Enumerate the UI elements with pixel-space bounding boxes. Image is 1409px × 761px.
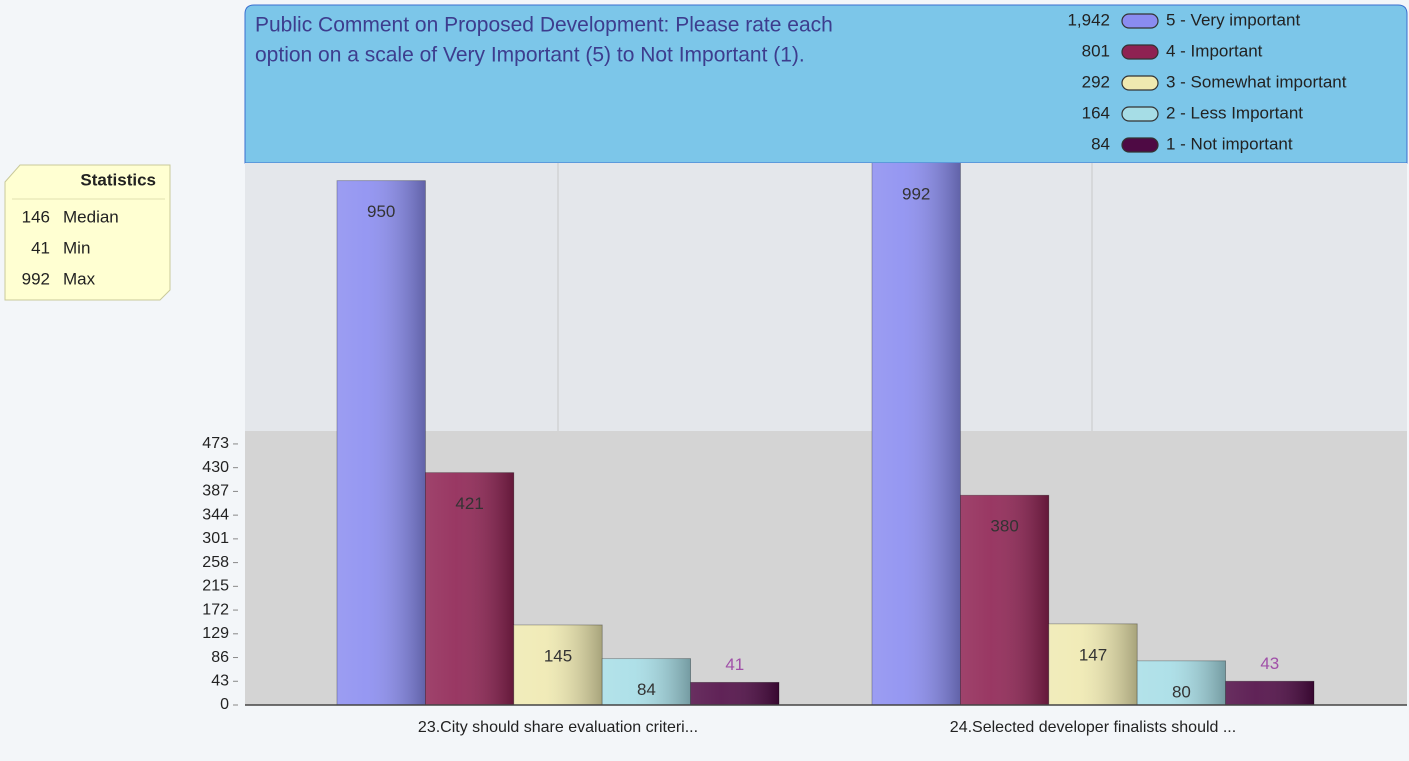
legend-label: 4 - Important: [1166, 41, 1263, 60]
bar-shade: [513, 624, 603, 705]
legend-label: 2 - Less Important: [1166, 103, 1303, 122]
data-label: 84: [637, 680, 656, 699]
data-label: 950: [367, 202, 395, 221]
legend-total: 164: [1082, 103, 1110, 122]
data-label: 43: [1260, 654, 1279, 673]
legend-total: 1,942: [1067, 10, 1110, 29]
header-panel: [244, 4, 1408, 164]
data-label: 145: [544, 646, 572, 665]
data-label: 80: [1172, 682, 1191, 701]
y-tick-label: 172: [202, 601, 229, 618]
legend-swatch: [1121, 44, 1159, 60]
chart-title: Public Comment on Proposed Development: …: [255, 14, 833, 37]
y-tick-label: 301: [202, 530, 229, 547]
y-tick-label: 43: [211, 672, 229, 689]
y-tick-label: 258: [202, 554, 229, 571]
data-label: 421: [455, 494, 483, 513]
bar-shade: [1137, 660, 1226, 705]
statistic-value: 41: [31, 238, 50, 257]
y-tick-label: 387: [202, 483, 229, 500]
statistic-label: Median: [63, 207, 119, 226]
bar-shade: [1225, 681, 1314, 705]
bar-shade: [425, 472, 514, 705]
legend-swatch: [1121, 75, 1159, 91]
statistic-label: Min: [63, 238, 90, 257]
data-label: 992: [902, 184, 930, 203]
bar-shade: [960, 495, 1049, 705]
statistic-value: 146: [22, 207, 50, 226]
bar-shade: [690, 682, 779, 705]
x-tick-label: 23.City should share evaluation criteri.…: [418, 719, 698, 736]
bar-shade: [1048, 623, 1138, 705]
x-tick-label: 24.Selected developer finalists should .…: [950, 719, 1236, 736]
y-tick-label: 215: [202, 578, 229, 595]
data-label: 380: [990, 517, 1018, 536]
y-tick-label: 430: [202, 459, 229, 476]
y-tick-label: 473: [202, 435, 229, 452]
plot: [336, 163, 1315, 705]
legend-label: 3 - Somewhat important: [1166, 72, 1347, 91]
legend-total: 801: [1082, 41, 1110, 60]
chart-title: option on a scale of Very Important (5) …: [255, 44, 805, 67]
data-label: 147: [1079, 645, 1107, 664]
y-tick-label: 344: [202, 506, 229, 523]
data-label: 41: [725, 655, 744, 674]
legend-total: 292: [1082, 72, 1110, 91]
legend-total: 84: [1091, 134, 1110, 153]
statistic-label: Max: [63, 269, 96, 288]
bar-shade: [602, 658, 691, 705]
legend-swatch: [1121, 137, 1159, 153]
y-tick-label: 86: [211, 649, 229, 666]
legend-swatch: [1121, 13, 1159, 29]
statistic-value: 992: [22, 269, 50, 288]
legend-swatch: [1121, 106, 1159, 122]
legend-label: 1 - Not important: [1166, 134, 1293, 153]
legend-label: 5 - Very important: [1166, 10, 1300, 29]
bar-shade: [337, 180, 426, 705]
y-tick-label: 0: [220, 696, 229, 713]
statistics-title: Statistics: [80, 170, 156, 189]
plot-upper: [245, 163, 1407, 431]
bar-shade: [872, 163, 961, 705]
y-tick-label: 129: [202, 625, 229, 642]
